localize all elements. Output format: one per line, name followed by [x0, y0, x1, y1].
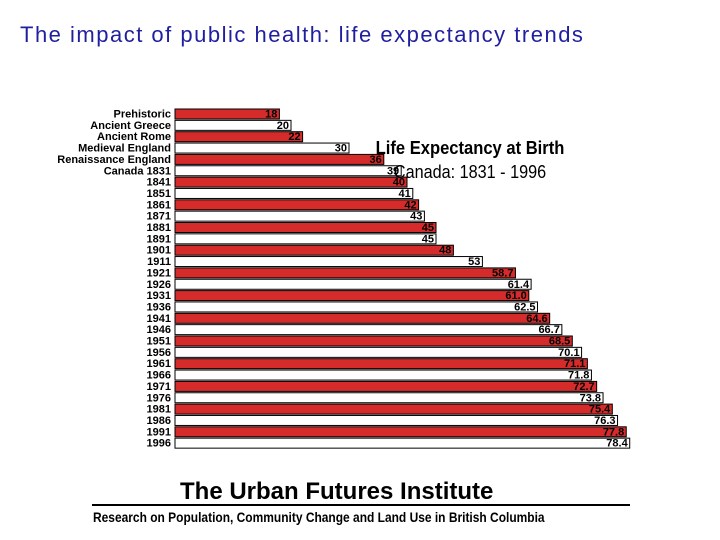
value-label: 30 — [335, 143, 347, 155]
bar-1986 — [174, 414, 619, 426]
bar-1936 — [174, 301, 538, 313]
category-label: 1946 — [147, 324, 171, 336]
bar-ancient-rome — [174, 131, 304, 143]
bar-1946 — [174, 324, 563, 336]
value-label: 68.5 — [549, 336, 570, 348]
category-label: 1951 — [147, 336, 171, 348]
footer-tagline: Research on Population, Community Change… — [93, 509, 545, 525]
category-label: 1926 — [147, 279, 171, 291]
bar-1911 — [174, 256, 483, 268]
bar-1841 — [174, 176, 408, 188]
bar-1981 — [174, 403, 613, 415]
bar-1941 — [174, 312, 551, 324]
value-label: 45 — [422, 233, 434, 245]
footer-divider — [92, 504, 630, 506]
bar-ancient-greece — [174, 119, 292, 131]
category-label: 1936 — [147, 301, 171, 313]
category-label: 1911 — [147, 256, 171, 268]
bar-1991 — [174, 426, 627, 438]
value-label: 78.4 — [606, 438, 628, 450]
bar-1966 — [174, 369, 592, 381]
value-label: 76.3 — [594, 415, 615, 427]
category-label: Ancient Greece — [90, 120, 171, 132]
category-label: Renaissance England — [57, 154, 171, 166]
category-label: 1841 — [147, 177, 171, 189]
category-label: 1996 — [147, 438, 171, 450]
value-label: 73.8 — [580, 392, 601, 404]
bar-renaissance-england — [174, 153, 385, 165]
value-label: 61.0 — [505, 290, 526, 302]
category-label: 1921 — [147, 267, 171, 279]
category-label: 1971 — [147, 381, 171, 393]
category-label: 1881 — [147, 222, 171, 234]
bar-1871 — [174, 210, 425, 222]
bar-1926 — [174, 278, 532, 290]
value-label: 64.6 — [526, 313, 547, 325]
bar-1956 — [174, 346, 583, 358]
value-label: 53 — [468, 256, 480, 268]
bar-1951 — [174, 335, 573, 347]
value-label: 36 — [370, 154, 382, 166]
category-label: 1986 — [147, 415, 171, 427]
value-label: 48 — [439, 245, 451, 257]
value-label: 41 — [399, 188, 411, 200]
bar-prehistoric — [174, 108, 280, 120]
value-label: 39 — [387, 165, 399, 177]
value-label: 66.7 — [538, 324, 559, 336]
bar-1931 — [174, 290, 530, 302]
value-label: 70.1 — [558, 347, 579, 359]
category-label: 1981 — [147, 404, 171, 416]
category-label: 1891 — [147, 233, 171, 245]
value-label: 58.7 — [492, 267, 513, 279]
value-label: 71.1 — [564, 358, 585, 370]
value-label: 77.8 — [603, 426, 624, 438]
bar-1996 — [174, 437, 631, 449]
category-label: Medieval England — [78, 143, 171, 155]
category-label: 1966 — [147, 370, 171, 382]
category-label: Canada 1831 — [104, 165, 171, 177]
category-label: Prehistoric — [114, 109, 171, 121]
value-label: 20 — [277, 120, 289, 132]
bar-1921 — [174, 267, 516, 279]
bar-1861 — [174, 199, 420, 211]
bar-1961 — [174, 358, 588, 370]
category-label: 1901 — [147, 245, 171, 257]
bar-1976 — [174, 392, 604, 404]
value-label: 71.8 — [568, 370, 589, 382]
bar-1851 — [174, 187, 414, 199]
value-label: 75.4 — [589, 404, 611, 416]
category-label: 1871 — [147, 211, 171, 223]
category-label: 1961 — [147, 358, 171, 370]
value-label: 42 — [404, 199, 416, 211]
value-label: 45 — [422, 222, 434, 234]
bar-medieval-england — [174, 142, 350, 154]
value-label: 72.7 — [573, 381, 594, 393]
category-label: 1861 — [147, 199, 171, 211]
category-label: 1956 — [147, 347, 171, 359]
bar-1901 — [174, 244, 454, 256]
bar-canada-1831 — [174, 165, 402, 177]
chart-subtitle: Canada: 1831 - 1996 — [393, 162, 547, 182]
category-label: 1851 — [147, 188, 171, 200]
value-label: 62.5 — [514, 301, 535, 313]
value-label: 40 — [393, 177, 405, 189]
category-label: Ancient Rome — [97, 131, 171, 143]
chart-title: Life Expectancy at Birth — [375, 138, 565, 158]
bar-1881 — [174, 222, 437, 233]
category-label: 1941 — [147, 313, 171, 325]
bar-1971 — [174, 380, 598, 392]
category-label: 1991 — [147, 426, 171, 438]
bar-1891 — [174, 233, 437, 245]
value-label: 43 — [410, 211, 422, 223]
category-label: 1976 — [147, 392, 171, 404]
value-label: 61.4 — [508, 279, 530, 291]
value-label: 22 — [288, 131, 300, 143]
slide-title: The impact of public health: life expect… — [20, 22, 585, 47]
category-label: 1931 — [147, 290, 171, 302]
footer-organization: The Urban Futures Institute — [180, 478, 494, 505]
value-label: 18 — [265, 109, 277, 121]
